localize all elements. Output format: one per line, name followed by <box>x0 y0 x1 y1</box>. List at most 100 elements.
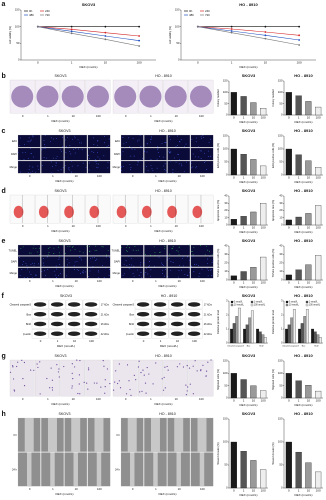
image-content <box>32 135 34 137</box>
point <box>70 28 73 31</box>
image-content <box>195 263 197 265</box>
legend-label: 48h <box>29 13 34 17</box>
dose-label: 100 <box>192 339 197 343</box>
image-content <box>81 149 83 151</box>
legend-swatch <box>285 303 289 307</box>
x-tick-label: Cleaved caspase3 <box>227 345 244 347</box>
image-content <box>172 169 174 171</box>
image-content <box>86 85 109 108</box>
image-content <box>204 162 205 163</box>
kda-label: 17 kDa <box>204 304 213 307</box>
bar <box>311 328 315 344</box>
x-tick-label: 1 <box>243 399 245 403</box>
x-axis-label: DEX (nmol/L) <box>51 119 69 123</box>
bar <box>295 216 302 226</box>
image-content <box>81 142 82 144</box>
legend-label: 72h <box>45 13 50 17</box>
chart-title: SKOV3 <box>242 293 256 298</box>
y-tick-label: 0 <box>226 223 228 227</box>
image <box>41 256 64 267</box>
image-content <box>58 258 60 260</box>
bar <box>295 154 302 176</box>
image-content <box>79 393 81 395</box>
group-title: HO - 8910 <box>159 129 176 133</box>
dose-label: 10 <box>75 174 79 178</box>
image-content <box>29 165 31 167</box>
image-content <box>147 273 149 275</box>
image-content <box>197 418 207 452</box>
y-tick-label: 50 <box>279 160 283 164</box>
bar <box>250 102 257 116</box>
image-content <box>152 383 154 385</box>
image-content <box>65 139 66 141</box>
image-content <box>196 166 197 168</box>
image-content <box>13 389 15 391</box>
image-content <box>185 394 187 396</box>
image-content <box>188 268 190 270</box>
image-content <box>165 142 167 143</box>
image-content <box>71 418 81 452</box>
dose-label: 100 <box>97 174 102 178</box>
dose-label: 10 <box>75 487 79 491</box>
image-content <box>67 302 81 307</box>
image-content <box>137 161 139 163</box>
chart-title: HO - 8910 <box>294 128 313 133</box>
image-content <box>67 331 81 336</box>
image-content <box>78 383 80 385</box>
x-axis-label: DEX (nmol/L) <box>239 180 257 184</box>
image-content <box>88 169 90 171</box>
x-axis-label: DEX (nmol/L) <box>294 120 312 124</box>
dose-label: 10 <box>176 339 180 343</box>
image-content <box>205 245 207 247</box>
legend-swatch <box>230 303 234 307</box>
image-content <box>142 158 143 160</box>
image-content <box>88 246 90 248</box>
y-tick-label: 30 <box>279 252 283 256</box>
image-content <box>186 390 188 392</box>
image-content <box>31 262 33 264</box>
image-content <box>37 168 39 170</box>
image-content <box>93 137 95 139</box>
image-content <box>169 139 171 141</box>
dose-label: 1 <box>155 487 157 491</box>
group-title: SKOV3 <box>59 239 71 243</box>
image-content <box>136 311 150 317</box>
image-content <box>87 388 89 390</box>
image-content <box>200 150 202 152</box>
group-title: HO - 8910 <box>159 239 176 243</box>
image <box>190 134 214 148</box>
y-tick-label: 100 <box>223 440 228 444</box>
image-content <box>165 170 167 172</box>
image-content <box>96 160 97 162</box>
y-axis-label: Relative protein level <box>216 310 220 335</box>
x-axis-label: DEX (nmol/L) <box>239 230 257 234</box>
image-content <box>186 365 188 367</box>
image-content <box>73 148 74 150</box>
group-title: SKOV3 <box>55 74 67 78</box>
x-tick-label: Bcl2 <box>315 345 320 347</box>
image-content <box>153 331 167 336</box>
image-content <box>139 85 162 108</box>
legend-swatch <box>250 303 254 307</box>
image-content <box>172 262 174 263</box>
x-axis-label: DEX (nmol/L) <box>294 230 312 234</box>
dose-label: 100 <box>199 397 204 401</box>
bar <box>230 219 237 226</box>
image-content <box>192 251 194 253</box>
image-content <box>20 137 21 139</box>
image-content <box>52 166 53 167</box>
bar <box>285 274 292 281</box>
image-content <box>95 260 97 261</box>
y-tick-label: 150 <box>278 417 283 421</box>
image <box>9 359 35 397</box>
image-content <box>88 154 89 156</box>
image-content <box>150 165 152 167</box>
image-content <box>98 163 100 165</box>
image-content <box>44 148 46 149</box>
image-content <box>126 364 129 366</box>
image <box>17 134 41 148</box>
image-content <box>48 252 50 253</box>
dose-label: 0 <box>29 174 31 178</box>
y-tick-label: 0 <box>226 341 228 345</box>
image-content <box>154 265 155 267</box>
